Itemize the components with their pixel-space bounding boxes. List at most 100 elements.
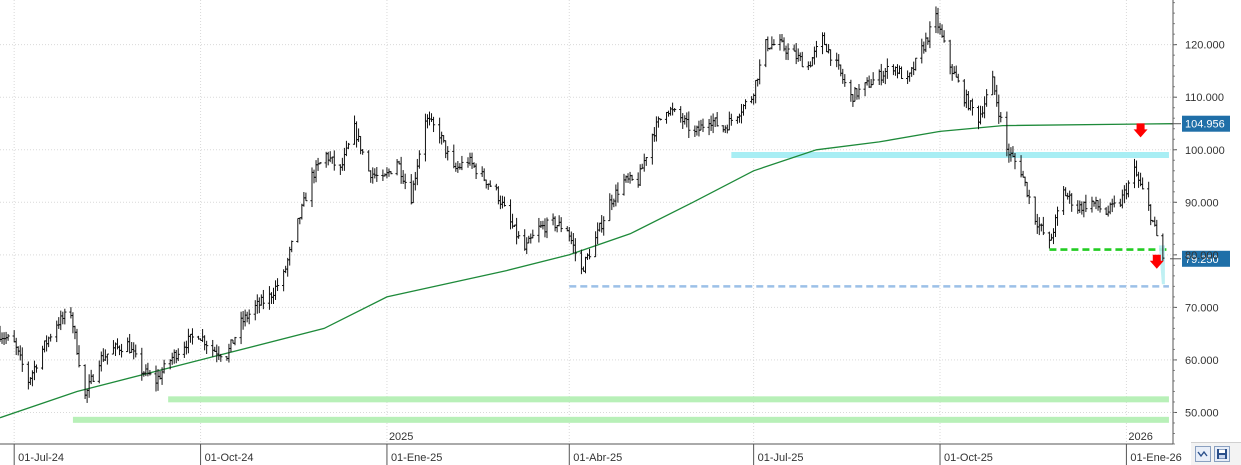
ohlc-bar bbox=[942, 30, 946, 43]
ohlc-bar bbox=[470, 152, 474, 169]
ohlc-bar bbox=[174, 349, 178, 364]
ohlc-bar bbox=[312, 169, 316, 184]
ohlc-bar bbox=[215, 344, 219, 363]
ohlc-bar bbox=[727, 111, 731, 131]
ohlc-bar bbox=[616, 182, 620, 203]
ohlc-bar bbox=[810, 56, 814, 67]
ohlc-bar bbox=[442, 135, 446, 143]
ohlc-bar bbox=[111, 340, 116, 355]
ohlc-bar bbox=[638, 164, 642, 187]
ohlc-bar bbox=[99, 351, 103, 372]
ohlc-bar bbox=[1039, 223, 1043, 232]
ohlc-bar bbox=[515, 217, 519, 245]
ohlc-bar bbox=[778, 34, 782, 51]
ohlc-bar bbox=[883, 67, 887, 85]
ohlc-bar bbox=[172, 349, 176, 364]
x-tick-label: 01-Oct-24 bbox=[205, 452, 254, 464]
ohlc-bar bbox=[259, 294, 263, 306]
ohlc-bar bbox=[980, 106, 985, 118]
ohlc-bar bbox=[367, 150, 371, 172]
ohlc-bar bbox=[822, 32, 827, 46]
ohlc-bar bbox=[205, 340, 209, 354]
ohlc-bar bbox=[186, 328, 191, 354]
price-tag-label: 79.250 bbox=[1185, 254, 1219, 266]
ohlc-bar bbox=[1141, 177, 1145, 190]
ohlc-bar bbox=[594, 231, 598, 258]
ohlc-bar bbox=[1013, 153, 1017, 170]
ohlc-bar bbox=[427, 111, 432, 126]
ohlc-bar bbox=[922, 41, 926, 54]
ohlc-bar bbox=[573, 238, 577, 262]
ohlc-bar bbox=[1027, 189, 1031, 205]
ohlc-bar bbox=[656, 116, 661, 128]
ohlc-bar bbox=[964, 89, 968, 109]
ohlc-bar bbox=[879, 63, 883, 86]
ohlc-bar bbox=[415, 158, 419, 186]
ohlc-bar bbox=[829, 49, 833, 66]
ohlc-bar bbox=[282, 269, 286, 292]
ohlc-bar bbox=[361, 149, 365, 155]
ohlc-bar bbox=[551, 213, 555, 226]
ohlc-bar bbox=[936, 7, 940, 34]
ohlc-bar bbox=[431, 116, 436, 133]
x-tick-label: 01-Ene-26 bbox=[1130, 452, 1181, 464]
ohlc-bar bbox=[713, 117, 717, 128]
zoom-fit-icon[interactable] bbox=[1195, 446, 1211, 462]
ohlc-bar bbox=[956, 73, 960, 83]
ohlc-bar bbox=[1149, 204, 1153, 226]
ohlc-bar bbox=[985, 89, 989, 107]
ohlc-bar bbox=[1106, 205, 1110, 217]
ohlc-bar bbox=[429, 113, 434, 122]
ohlc-bar bbox=[1134, 160, 1139, 177]
level-band bbox=[731, 152, 1169, 159]
ohlc-bar bbox=[523, 229, 527, 251]
ohlc-bar bbox=[1084, 194, 1088, 213]
ohlc-bar bbox=[658, 118, 663, 121]
ohlc-bar bbox=[502, 196, 507, 207]
ohlc-bar bbox=[794, 43, 798, 65]
ohlc-bar bbox=[69, 307, 73, 319]
ohlc-bar bbox=[950, 64, 954, 81]
ohlc-bar bbox=[1122, 185, 1126, 204]
ohlc-bar bbox=[85, 389, 89, 403]
ohlc-bar bbox=[1080, 201, 1084, 215]
ohlc-bar bbox=[247, 309, 251, 325]
ohlc-bar bbox=[346, 142, 351, 150]
ohlc-bar bbox=[644, 157, 648, 166]
ohlc-bar bbox=[401, 170, 405, 184]
ohlc-bar bbox=[772, 39, 776, 46]
ohlc-bar bbox=[417, 150, 421, 169]
ohlc-bar bbox=[770, 36, 774, 50]
ohlc-bar bbox=[55, 320, 59, 343]
ohlc-bar bbox=[286, 257, 290, 277]
annotation-layer: 104.956 79.250 bbox=[1133, 115, 1230, 269]
ohlc-bar bbox=[32, 360, 37, 381]
ohlc-bar bbox=[1035, 213, 1039, 234]
ohlc-bar bbox=[369, 170, 373, 183]
ohlc-bar bbox=[679, 106, 683, 123]
y-tick-label: 80.000 bbox=[1185, 250, 1219, 262]
ohlc-bar bbox=[494, 183, 498, 191]
ohlc-bar bbox=[304, 192, 308, 202]
ohlc-bar bbox=[754, 79, 758, 104]
ohlc-bar bbox=[373, 168, 377, 179]
ohlc-bar bbox=[42, 340, 47, 353]
ohlc-bar bbox=[758, 59, 762, 85]
ohlc-bar bbox=[808, 61, 812, 68]
ohlc-bar bbox=[857, 84, 861, 100]
ohlc-bar bbox=[897, 65, 902, 75]
ohlc-bar bbox=[302, 191, 306, 207]
ohlc-bar bbox=[559, 217, 563, 233]
ohlc-bar bbox=[826, 44, 831, 54]
ohlc-bar bbox=[103, 349, 107, 361]
floppy-save-icon[interactable] bbox=[1214, 446, 1230, 462]
ohlc-bar bbox=[273, 280, 278, 300]
ohlc-bar bbox=[229, 339, 233, 352]
ohlc-bar bbox=[934, 6, 938, 34]
year-marker-label: 2026 bbox=[1128, 431, 1152, 443]
ohlc-bar bbox=[75, 328, 79, 355]
ohlc-bar bbox=[920, 38, 924, 64]
ohlc-bar bbox=[654, 116, 658, 142]
ohlc-bar bbox=[290, 240, 294, 253]
